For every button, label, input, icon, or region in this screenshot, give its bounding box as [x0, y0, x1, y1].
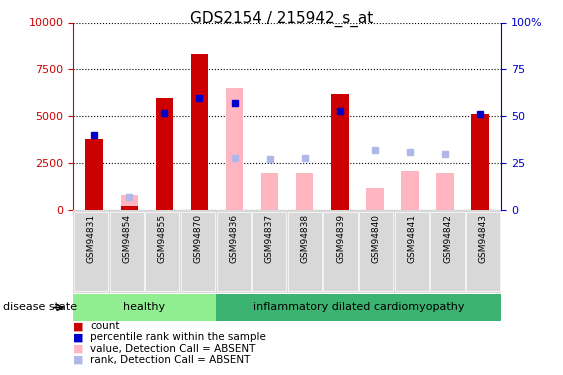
Text: healthy: healthy: [123, 303, 166, 312]
Text: GSM94842: GSM94842: [443, 214, 452, 263]
Bar: [366, 188, 383, 210]
Text: GSM94837: GSM94837: [265, 214, 274, 263]
Bar: [296, 172, 314, 210]
Text: GSM94839: GSM94839: [336, 214, 345, 263]
Text: ■: ■: [73, 321, 84, 331]
Text: ■: ■: [73, 355, 84, 365]
Bar: [120, 195, 138, 210]
Text: disease state: disease state: [3, 303, 77, 312]
Bar: [226, 88, 243, 210]
Text: percentile rank within the sample: percentile rank within the sample: [90, 333, 266, 342]
Bar: [431, 211, 464, 291]
Bar: [74, 211, 108, 291]
Bar: [436, 172, 454, 210]
Text: ■: ■: [73, 344, 84, 354]
Bar: [155, 98, 173, 210]
Bar: [145, 211, 180, 291]
Text: GSM94870: GSM94870: [194, 214, 203, 263]
Text: GSM94836: GSM94836: [229, 214, 238, 263]
Bar: [120, 206, 138, 210]
Bar: [217, 211, 251, 291]
Text: GSM94854: GSM94854: [122, 214, 131, 263]
Text: value, Detection Call = ABSENT: value, Detection Call = ABSENT: [90, 344, 256, 354]
Bar: [73, 294, 216, 321]
Bar: [288, 211, 322, 291]
Bar: [181, 211, 215, 291]
Text: inflammatory dilated cardiomyopathy: inflammatory dilated cardiomyopathy: [253, 303, 464, 312]
Text: rank, Detection Call = ABSENT: rank, Detection Call = ABSENT: [90, 355, 251, 365]
Bar: [359, 211, 394, 291]
Bar: [216, 294, 501, 321]
Text: count: count: [90, 321, 119, 331]
Bar: [331, 94, 348, 210]
Text: ■: ■: [73, 333, 84, 342]
Bar: [191, 54, 208, 210]
Text: GSM94831: GSM94831: [87, 214, 96, 263]
Text: GDS2154 / 215942_s_at: GDS2154 / 215942_s_at: [190, 11, 373, 27]
Bar: [252, 211, 287, 291]
Bar: [261, 172, 278, 210]
Bar: [401, 171, 419, 210]
Bar: [471, 114, 489, 210]
Text: GSM94841: GSM94841: [408, 214, 417, 263]
Bar: [466, 211, 501, 291]
Bar: [324, 211, 358, 291]
Text: GSM94838: GSM94838: [301, 214, 310, 263]
Text: GSM94843: GSM94843: [479, 214, 488, 263]
Text: GSM94840: GSM94840: [372, 214, 381, 263]
Bar: [395, 211, 429, 291]
Bar: [110, 211, 144, 291]
Text: GSM94855: GSM94855: [158, 214, 167, 263]
Bar: [86, 139, 103, 210]
